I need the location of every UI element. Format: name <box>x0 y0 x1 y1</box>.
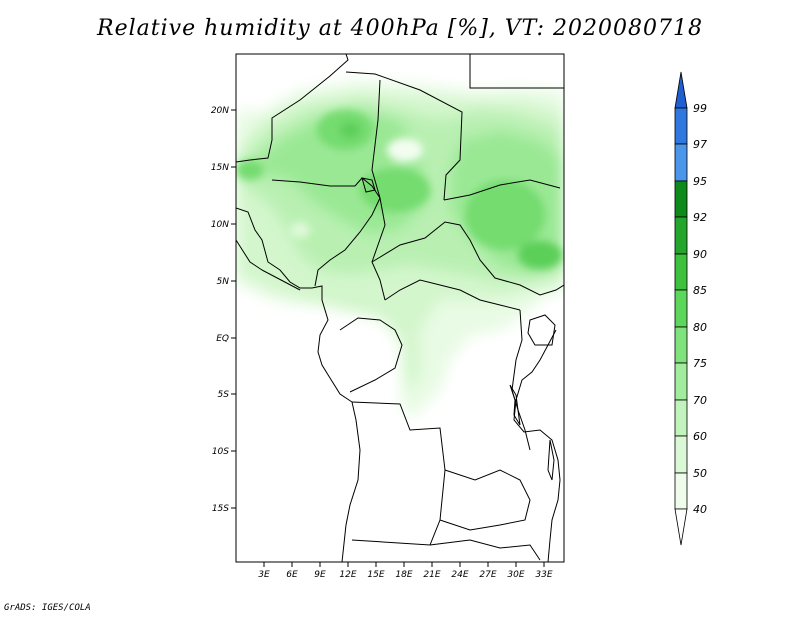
lake-chad <box>361 177 376 193</box>
humidity-core-85 <box>340 122 360 138</box>
lat-label: 15N <box>211 163 229 173</box>
humidity-core-80 <box>360 168 430 212</box>
lake-victoria <box>527 314 556 346</box>
colorbar-segment <box>674 180 688 218</box>
border-niger-north <box>345 71 463 201</box>
lat-label: 10S <box>212 447 229 457</box>
coastline-west-africa <box>236 207 361 562</box>
humidity-core-80 <box>236 160 264 180</box>
humidity-dry-patch <box>290 222 310 238</box>
colorbar-segment <box>674 107 688 145</box>
lon-label: 9E <box>314 570 326 580</box>
colorbar-labels: 99 97 95 92 90 85 80 75 70 60 50 40 <box>693 102 707 516</box>
lon-label: 6E <box>286 570 298 580</box>
border-nigeria-cameroon <box>314 197 381 287</box>
credit-text: GrADS: IGES/COLA <box>4 603 91 613</box>
lat-label: EQ <box>216 334 229 344</box>
country-borders <box>236 54 564 562</box>
latitude-axis: 20N 15N 10N 5N EQ 5S 10S 15S <box>211 106 236 514</box>
colorbar-label: 50 <box>693 467 707 480</box>
colorbar-segment <box>674 216 688 255</box>
colorbar-label: 99 <box>693 102 707 115</box>
colorbar-segment <box>674 472 688 510</box>
lat-label: 5N <box>217 277 230 287</box>
colorbar-segment <box>674 143 688 182</box>
humidity-field <box>236 80 564 420</box>
humidity-core-80 <box>465 180 545 250</box>
colorbar-segment <box>674 253 688 291</box>
lon-label: 24E <box>451 570 468 580</box>
lat-label: 5S <box>218 390 230 400</box>
border-congo <box>339 317 403 393</box>
lat-label: 20N <box>211 106 229 116</box>
map-frame <box>235 53 565 563</box>
border-zambia <box>439 469 531 531</box>
lon-label: 21E <box>423 570 440 580</box>
border-gulf-guinea <box>236 239 301 291</box>
lon-label: 33E <box>535 570 552 580</box>
colorbar-label: 40 <box>693 503 707 516</box>
border-sahel <box>236 54 349 163</box>
border-chad <box>371 79 386 301</box>
colorbar-label: 70 <box>693 394 707 407</box>
colorbar-segment <box>674 399 688 437</box>
colorbar-segment <box>674 326 688 364</box>
colorbar-segment <box>674 71 688 109</box>
lat-label: 15S <box>212 504 229 514</box>
border-egypt-libya <box>469 54 564 89</box>
border-sudan-east <box>443 179 561 201</box>
border-niger-south <box>271 177 381 199</box>
lon-label: 30E <box>507 570 524 580</box>
lon-label: 3E <box>258 570 270 580</box>
border-drc-north <box>384 279 521 311</box>
colorbar-segment <box>674 289 688 328</box>
colorbar-segment <box>674 508 688 546</box>
coastline-east-africa <box>513 329 561 562</box>
humidity-dry-patch <box>387 138 423 162</box>
colorbar-label: 90 <box>693 248 707 261</box>
border-angola <box>351 401 446 546</box>
lake-malawi <box>547 439 555 481</box>
border-south <box>429 539 541 561</box>
colorbar-segment <box>674 435 688 474</box>
colorbar-label: 85 <box>693 284 707 297</box>
colorbar-label: 80 <box>693 321 707 334</box>
colorbar-label: 95 <box>693 175 707 188</box>
colorbar-label: 92 <box>693 211 707 224</box>
colorbar-label: 60 <box>693 430 707 443</box>
colorbar <box>674 71 688 546</box>
lon-label: 27E <box>479 570 496 580</box>
lat-label: 10N <box>211 220 229 230</box>
longitude-axis: 3E 6E 9E 12E 15E 18E 21E 24E 27E 30E 33E <box>258 562 553 580</box>
lon-label: 18E <box>395 570 412 580</box>
chart-title: Relative humidity at 400hPa [%], VT: 202… <box>97 16 703 41</box>
humidity-core-85 <box>518 241 562 269</box>
border-car <box>371 221 564 296</box>
colorbar-label: 97 <box>693 138 707 151</box>
lake-tanganyika <box>509 384 521 426</box>
colorbar-segment <box>674 362 688 401</box>
colorbar-label: 75 <box>693 357 707 370</box>
lon-label: 15E <box>367 570 384 580</box>
lon-label: 12E <box>339 570 356 580</box>
